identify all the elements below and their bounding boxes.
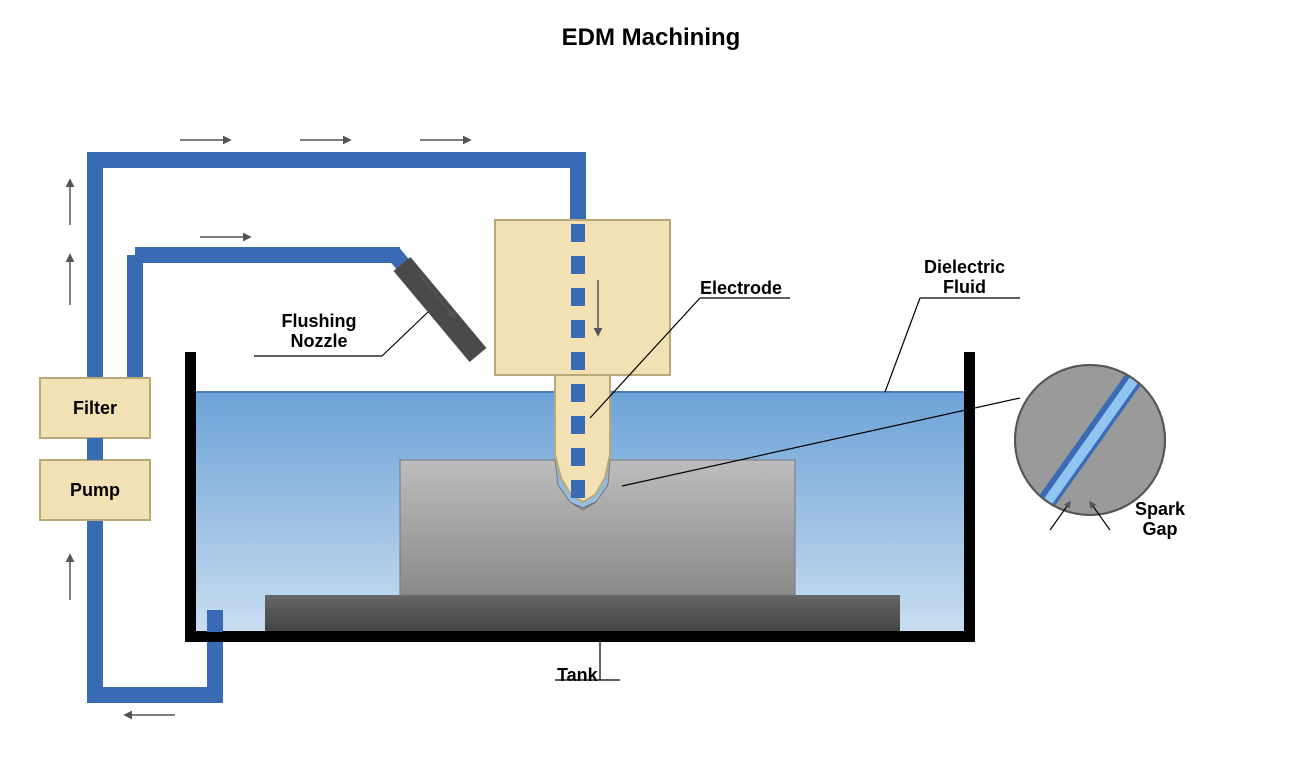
platform <box>265 595 900 631</box>
flushing-nozzle <box>402 264 478 355</box>
drain-port <box>207 610 223 632</box>
electrode-label: Electrode <box>700 278 782 299</box>
diagram-svg <box>0 0 1302 768</box>
filter-label: Filter <box>40 378 150 438</box>
flushing-nozzle-label: Flushing Nozzle <box>254 312 384 352</box>
filter-pump-connector <box>87 438 103 460</box>
dielectric-fluid-label: Dielectric Fluid <box>924 258 1005 298</box>
diagram-container: EDM Machining <box>0 0 1302 768</box>
tank-label: Tank <box>557 665 598 686</box>
pump-label: Pump <box>40 460 150 520</box>
spark-gap-label: Spark Gap <box>1135 500 1185 540</box>
